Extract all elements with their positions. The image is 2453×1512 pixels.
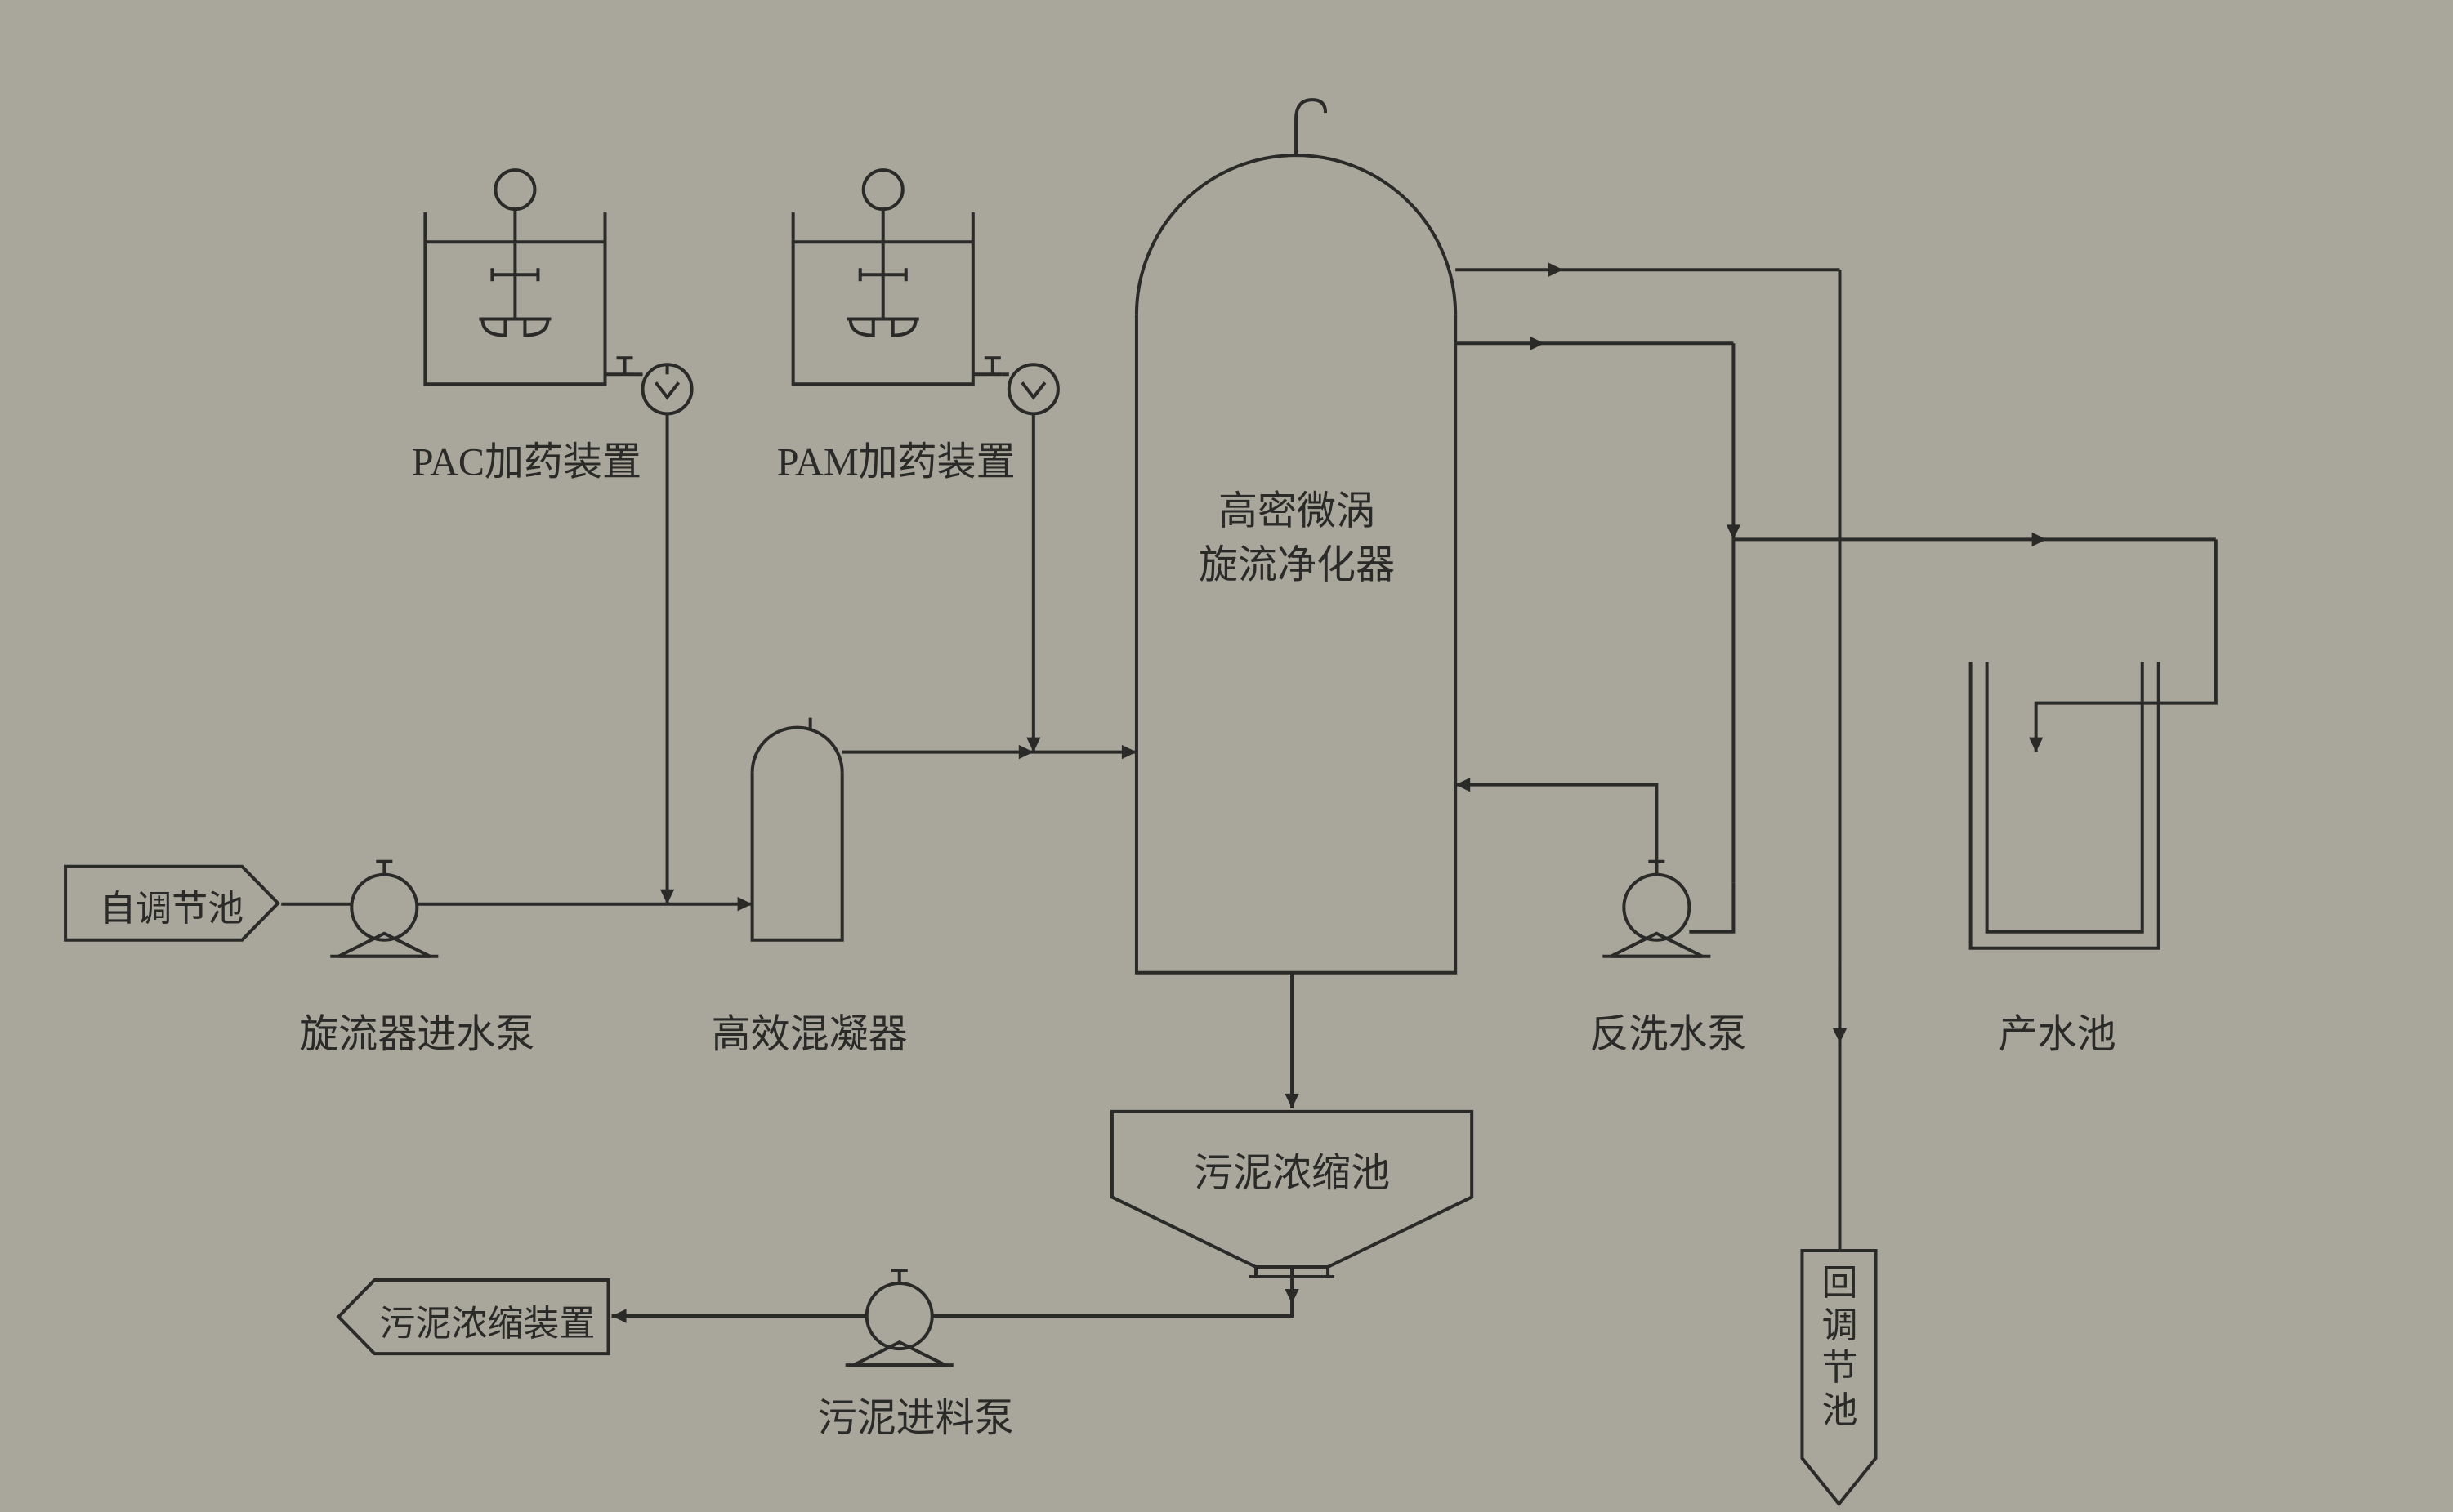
flow-line (2036, 539, 2216, 752)
label-sludge-feed-pump: 污泥进料泵 (818, 1397, 1014, 1440)
label-clarifier-2: 旋流净化器 (1199, 543, 1395, 587)
process-flow-diagram: 自调节池旋流器进水泵 PAC加药装置 PAM加药装置高效混凝器 高密微涡旋流净化器反洗… (0, 0, 2453, 1512)
label-return-tank: 回 (1821, 1263, 1857, 1303)
label-return-tank: 调 (1821, 1305, 1857, 1345)
label-sludge-thickener: 污泥浓缩池 (1194, 1152, 1390, 1195)
label-return-tank: 节 (1821, 1348, 1857, 1388)
label-source-tank: 自调节池 (100, 889, 244, 929)
label-sludge-device: 污泥浓缩装置 (379, 1304, 595, 1344)
flow-line (1689, 883, 1733, 932)
label-product-tank: 产水池 (1999, 1013, 2116, 1056)
label-mixer: 高效混凝器 (712, 1013, 908, 1056)
flow-line (1455, 785, 1656, 875)
flow-line (932, 1267, 1292, 1316)
label-pam-doser: PAM加药装置 (777, 440, 1016, 484)
label-backwash-pump: 反洗水泵 (1589, 1013, 1746, 1056)
label-pac-doser: PAC加药装置 (412, 440, 641, 484)
label-cyclone-feed-pump: 旋流器进水泵 (299, 1013, 534, 1056)
label-clarifier-1: 高密微涡 (1218, 489, 1375, 533)
label-return-tank: 池 (1821, 1390, 1857, 1430)
